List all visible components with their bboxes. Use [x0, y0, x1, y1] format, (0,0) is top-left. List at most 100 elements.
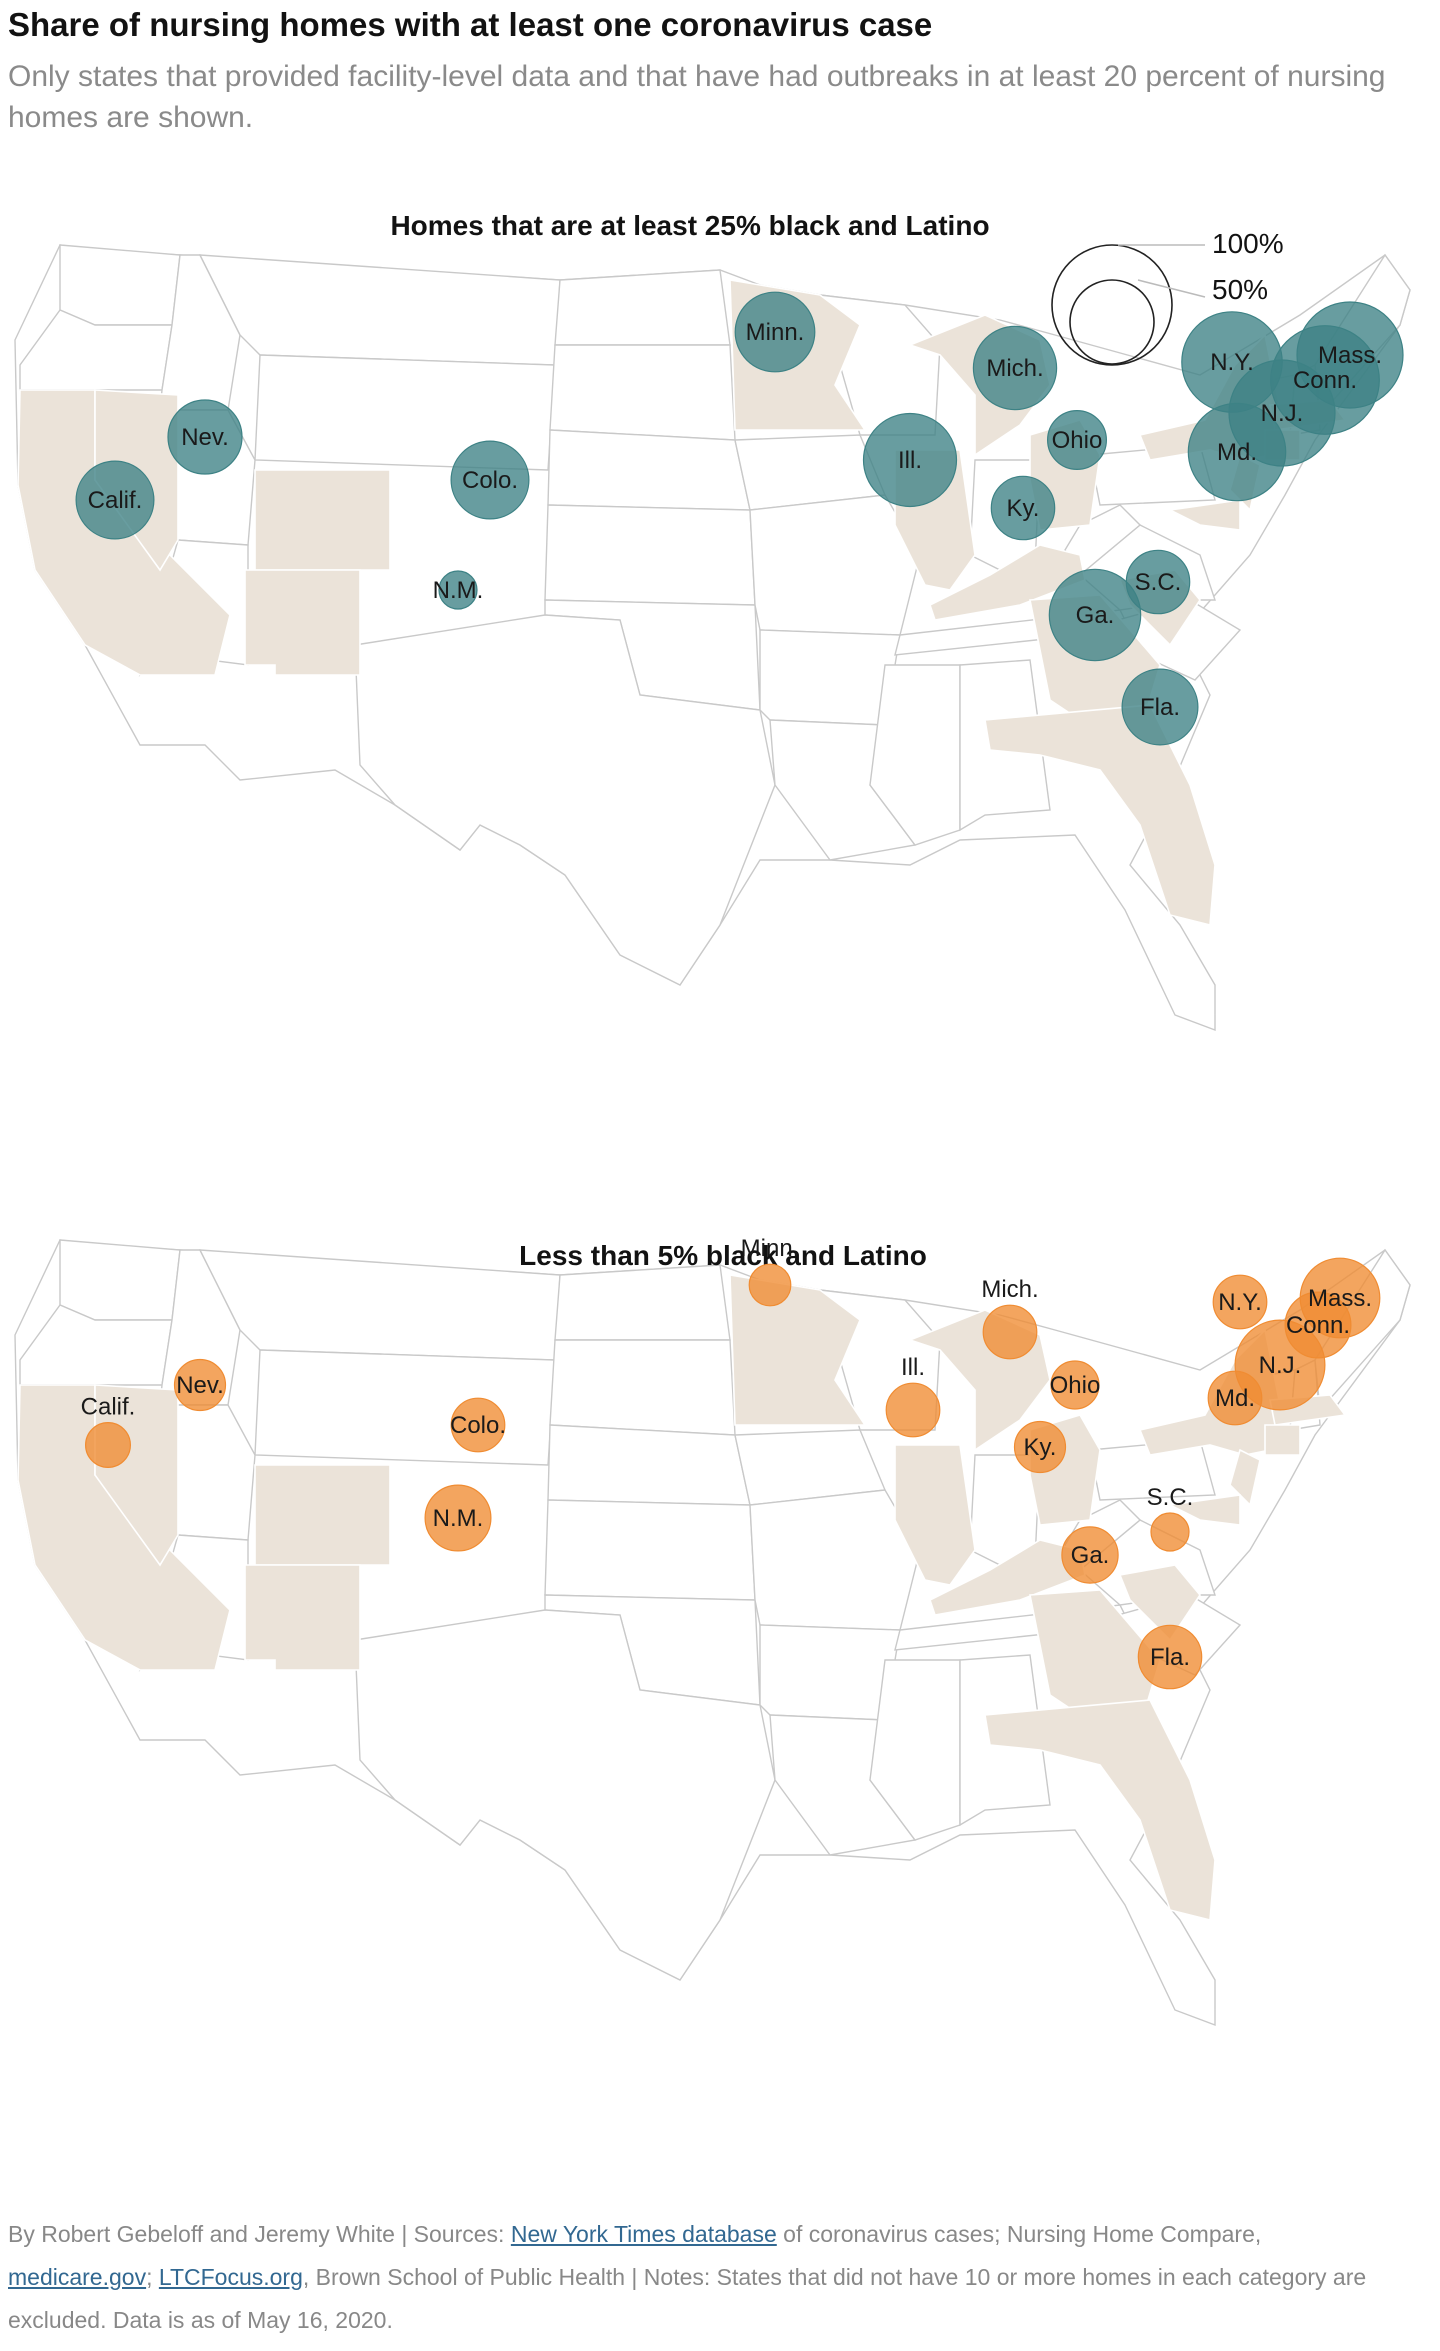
- state-s-d: [549, 344, 736, 441]
- bubble-label-ill: Ill.: [901, 1354, 925, 1381]
- bubble-layer: Minn. Mich. N.Y. Mass.Conn. N.J.Md. Ohio Ill. K…: [81, 1235, 1381, 1690]
- state-shaded-n-m: [244, 569, 361, 676]
- state-shaded-colo: [254, 1464, 391, 1566]
- bubble-ga: [1048, 568, 1142, 662]
- bubble-label-conn: Conn.: [1286, 1312, 1350, 1339]
- bubble-label-conn: Conn.: [1293, 367, 1357, 394]
- state-shaded-fla: [984, 704, 1216, 927]
- state-wash: [59, 1239, 181, 1321]
- bubble-label-n-j: N.J.: [1259, 1352, 1302, 1379]
- state-shaded-md: [1167, 499, 1241, 531]
- state-n-d: [554, 269, 731, 346]
- footer-byline: By Robert Gebeloff and Jeremy White | So…: [8, 2221, 511, 2247]
- bubble-label-ga: Ga.: [1071, 1542, 1110, 1569]
- state-mont: [198, 254, 561, 366]
- bubble-label-ill: Ill.: [898, 447, 922, 474]
- state-shaded-md: [1167, 1494, 1241, 1526]
- state-shaded-ill: [894, 1444, 976, 1586]
- bubble-label-s-c: S.C.: [1147, 1484, 1194, 1511]
- size-legend: 100% 50%: [1051, 228, 1284, 366]
- state-wyo: [254, 354, 556, 471]
- bubble-md: [1187, 402, 1287, 502]
- state-texas: [354, 1609, 776, 1981]
- state-texas: [354, 614, 776, 986]
- bubble-minn: [734, 291, 816, 373]
- state-shaded-colo: [254, 469, 391, 571]
- bubble-label-mass: Mass.: [1308, 1285, 1372, 1312]
- bubble-calif: [75, 460, 155, 540]
- footer-link-ltcfocus[interactable]: LTCFocus.org: [158, 2264, 303, 2290]
- bubble-label-n-m: N.M.: [433, 577, 484, 604]
- bubble-label-mich: Mich.: [981, 1276, 1038, 1303]
- bubble-label-n-m: N.M.: [433, 1505, 484, 1532]
- bubble-s-c: [1150, 1512, 1190, 1552]
- bubble-nev: [167, 399, 243, 475]
- map-title: Less than 5% black and Latino: [519, 1240, 927, 1271]
- bubble-n-m: [438, 570, 478, 610]
- footer-credits: By Robert Gebeloff and Jeremy White | So…: [8, 2213, 1408, 2342]
- bubble-label-n-y: N.Y.: [1210, 349, 1254, 376]
- bubble-label-s-c: S.C.: [1135, 569, 1182, 596]
- footer-link-nyt-database[interactable]: New York Times database: [510, 2221, 777, 2247]
- footer-text: of coronavirus cases; Nursing Home Compa…: [776, 2221, 1262, 2247]
- state-wyo: [254, 1349, 556, 1466]
- page-title: Share of nursing homes with at least one…: [8, 6, 933, 43]
- page-subtitle: Only states that provided facility-level…: [8, 60, 1386, 134]
- bubble-n-m: [424, 1484, 492, 1552]
- state-shaded-conn: [1264, 1424, 1301, 1456]
- bubble-label-nev: Nev.: [181, 424, 229, 451]
- bubble-calif: [84, 1422, 131, 1469]
- map-title: Homes that are at least 25% black and La…: [390, 210, 989, 241]
- state-w-va: [1064, 504, 1142, 577]
- legend-label-50: 50%: [1212, 274, 1268, 305]
- bubble-ohio: [1046, 410, 1107, 471]
- bubble-ga: [1061, 1526, 1119, 1584]
- bubble-fla: [1137, 1624, 1203, 1690]
- bubble-label-ohio: Ohio: [1050, 1372, 1101, 1399]
- legend-circle-100: [1051, 244, 1173, 366]
- bubble-label-n-j: N.J.: [1261, 400, 1304, 427]
- bubble-label-ky: Ky.: [1007, 495, 1040, 522]
- bubble-mich: [982, 1304, 1038, 1360]
- bubble-nev: [173, 1358, 227, 1412]
- bubble-label-minn: Minn.: [741, 1235, 800, 1262]
- state-wash: [59, 244, 181, 326]
- legend-circle-50: [1069, 279, 1155, 365]
- bubble-label-md: Md.: [1215, 1385, 1255, 1412]
- map-black-latino: Homes that are at least 25% black and La…: [14, 210, 1411, 1032]
- footer-text: ;: [146, 2264, 159, 2290]
- bubble-label-fla: Fla.: [1140, 694, 1180, 721]
- state-miss: [869, 1659, 961, 1841]
- bubble-label-colo: Colo.: [462, 467, 518, 494]
- bubble-ohio: [1050, 1360, 1100, 1410]
- bubble-label-calif: Calif.: [81, 1394, 136, 1421]
- state-kan: [544, 504, 756, 606]
- map-less-than-5pct: Less than 5% black and Latino Minn. Mich.…: [14, 1235, 1411, 2027]
- state-shaded-fla: [984, 1699, 1216, 1922]
- state-shaded-n-m: [244, 1564, 361, 1671]
- state-shaded-minn: [729, 1274, 867, 1426]
- bubble-colo: [450, 1397, 506, 1453]
- state-neb: [547, 1424, 751, 1506]
- bubble-mich: [972, 325, 1058, 411]
- state-shaded-n-j: [1229, 1448, 1261, 1507]
- bubble-ill: [885, 1382, 941, 1438]
- bubble-label-colo: Colo.: [450, 1412, 506, 1439]
- footer-link-medicare[interactable]: medicare.gov: [8, 2264, 147, 2290]
- bubble-label-md: Md.: [1217, 439, 1257, 466]
- state-s-d: [549, 1339, 736, 1436]
- state-neb: [547, 429, 751, 511]
- bubble-md: [1207, 1370, 1263, 1426]
- bubble-fla: [1121, 668, 1199, 746]
- legend-label-100: 100%: [1212, 228, 1284, 259]
- state-miss: [869, 664, 961, 846]
- state-kan: [544, 1499, 756, 1601]
- bubble-ky: [990, 475, 1056, 541]
- bubble-layer: Minn. Mich. N.Y. Mass.Conn. N.J.Md. Ohio Ill. K…: [75, 291, 1404, 746]
- footer-notes: , Brown School of Public Health | Notes:…: [8, 2264, 1367, 2333]
- bubble-ky: [1013, 1420, 1067, 1474]
- state-n-d: [554, 1264, 731, 1341]
- bubble-label-minn: Minn.: [746, 319, 805, 346]
- bubble-label-ohio: Ohio: [1052, 427, 1103, 454]
- legend-leader-50: [1137, 279, 1206, 298]
